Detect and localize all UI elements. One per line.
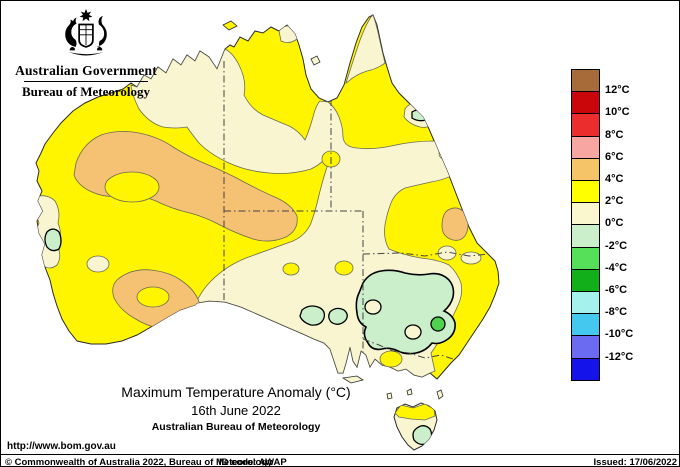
footer-bar: © Commonwealth of Australia 2022, Bureau…: [1, 454, 679, 467]
region-cream-border-pocket-1: [437, 245, 457, 261]
region-yellow-spot-sa1: [282, 262, 300, 276]
footer-copyright: © Commonwealth of Australia 2022, Bureau…: [5, 457, 273, 467]
region-cream-qld-inland: [460, 196, 484, 214]
map-title: Maximum Temperature Anomaly (°C): [121, 384, 351, 400]
region-green-sa-1: [299, 305, 326, 326]
region-green-nsw: [355, 269, 456, 355]
footer-id-code: ID code: AWAP: [219, 457, 287, 467]
government-header: Australian Government Bureau of Meteorol…: [7, 7, 165, 100]
footer-issued: Issued: 17/06/2022: [593, 457, 677, 467]
region-yellow-spot-vic: [379, 350, 403, 368]
region-green-west-coast: [44, 228, 62, 252]
state-borders: [223, 61, 499, 371]
region-green-cairns: [411, 109, 429, 122]
region-orange-qld: [441, 207, 469, 241]
region-cream-hole-nsw-2: [404, 324, 422, 340]
bureau-title: Bureau of Meteorology: [21, 84, 151, 99]
region-cream-border-pocket-2: [460, 251, 482, 265]
region-green-sa-2: [328, 307, 348, 325]
region-yellow-tas-north: [394, 403, 436, 421]
header-rule: [24, 81, 148, 82]
map-date: 16th June 2022: [191, 403, 281, 418]
coat-of-arms-icon: [65, 9, 107, 56]
region-yellow-hole-wa: [104, 171, 160, 203]
region-cream-cape-york: [345, 15, 386, 84]
region-cream-hole-nsw-1: [364, 299, 382, 315]
islands: [222, 20, 444, 400]
bom-url: http://www.bom.gov.au: [7, 441, 116, 452]
region-green-tas: [412, 425, 433, 446]
gov-title: Australian Government: [15, 63, 157, 78]
region-green-spot-nsw: [430, 316, 446, 332]
region-yellow-hole-wa-south: [136, 286, 170, 308]
region-cream-inland-west: [86, 255, 110, 273]
australia-map: [35, 14, 500, 451]
map-org: Australian Bureau of Meteorology: [151, 421, 321, 433]
title-block: Maximum Temperature Anomaly (°C) 16th Ju…: [71, 385, 401, 433]
region-cream-qld-coast: [438, 143, 464, 163]
region-yellow-spot-sa2: [334, 260, 354, 276]
